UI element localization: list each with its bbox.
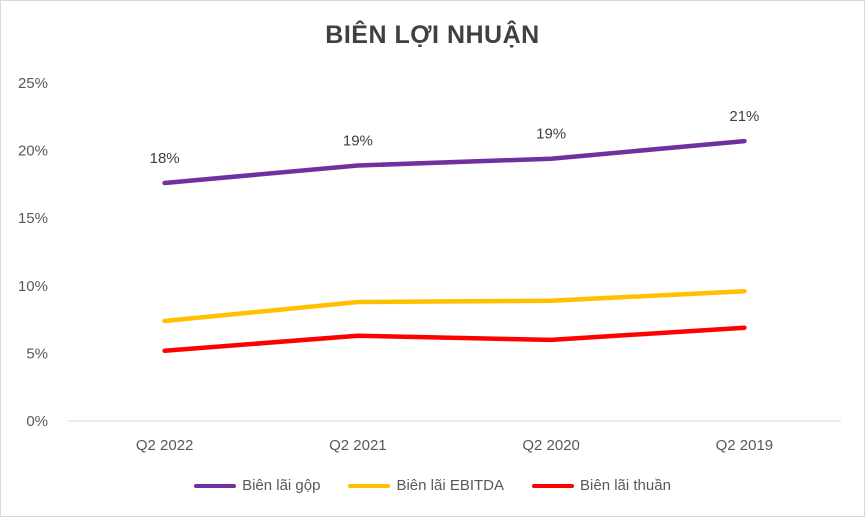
- series-line-2: [162, 325, 747, 353]
- legend-item-net: Biên lãi thuần: [532, 477, 671, 494]
- x-tick-label: Q2 2019: [716, 437, 774, 454]
- legend-swatch-net: [532, 483, 575, 488]
- legend: Biên lãi gộp Biên lãi EBITDA Biên lãi th…: [1, 477, 864, 494]
- legend-label-gross: Biên lãi gộp: [242, 477, 321, 494]
- data-label: 21%: [729, 108, 759, 125]
- legend-item-ebitda: Biên lãi EBITDA: [348, 477, 504, 494]
- series-line-1: [162, 288, 747, 324]
- legend-item-gross: Biên lãi gộp: [194, 477, 320, 494]
- y-tick-label: 10%: [18, 278, 48, 295]
- legend-swatch-gross: [194, 483, 237, 488]
- legend-label-net: Biên lãi thuần: [580, 477, 671, 494]
- y-tick-label: 5%: [26, 345, 48, 362]
- series-line-0: [162, 138, 747, 186]
- y-tick-label: 25%: [18, 75, 48, 92]
- x-tick-label: Q2 2020: [522, 437, 580, 454]
- y-tick-label: 20%: [18, 143, 48, 160]
- y-tick-label: 15%: [18, 210, 48, 227]
- x-tick-label: Q2 2022: [136, 437, 194, 454]
- legend-swatch-ebitda: [348, 483, 391, 488]
- chart-title: BIÊN LỢI NHUẬN: [325, 21, 540, 49]
- legend-label-ebitda: Biên lãi EBITDA: [396, 477, 505, 494]
- data-label: 19%: [343, 132, 373, 149]
- data-label: 19%: [536, 126, 566, 143]
- data-label: 18%: [150, 150, 180, 167]
- y-tick-label: 0%: [26, 413, 48, 430]
- x-tick-label: Q2 2021: [329, 437, 387, 454]
